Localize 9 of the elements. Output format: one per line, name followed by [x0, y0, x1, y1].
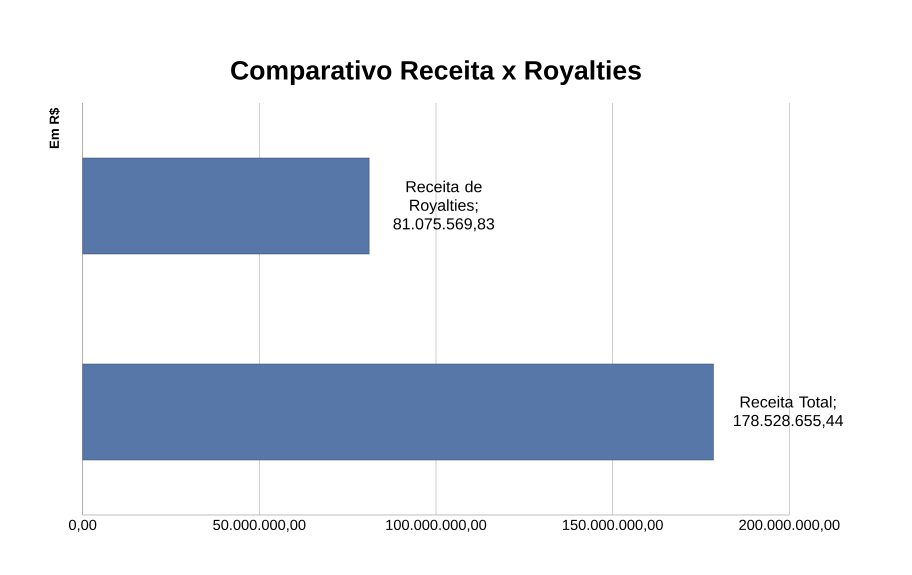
- x-tick-label: 50.000.000,00: [213, 520, 306, 532]
- x-tick-label: 200.000.000,00: [739, 520, 840, 532]
- x-tick-label: 150.000.000,00: [562, 520, 663, 532]
- x-tick-label: 0,00: [69, 520, 96, 532]
- x-tick-label: 100.000.000,00: [386, 520, 486, 532]
- y-axis-title: Em R$: [48, 108, 60, 148]
- data-label: Receita Total; 178.528.655,44: [734, 396, 844, 428]
- data-label: Receita de Royalties; 81.075.569,83: [394, 180, 494, 232]
- chart-title: Comparativo Receita x Royalties: [231, 60, 641, 86]
